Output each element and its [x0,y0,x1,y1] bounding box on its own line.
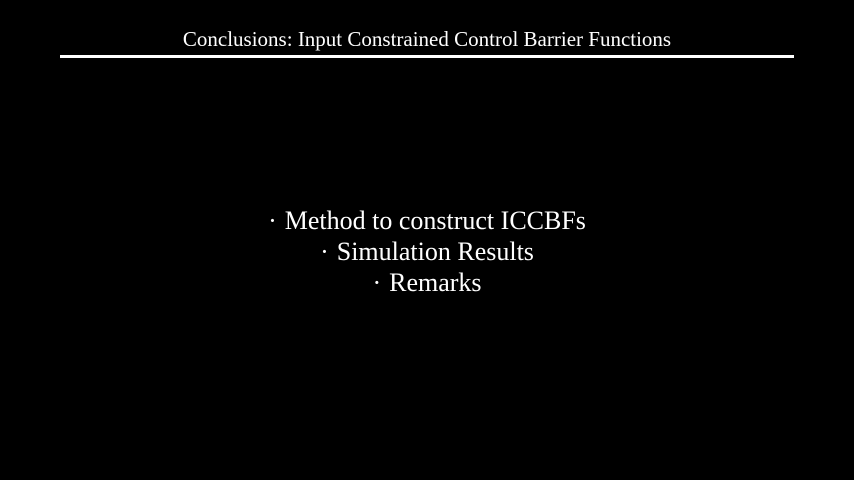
bullet-list: · Method to construct ICCBFs · Simulation … [0,205,854,298]
bullet-label: Simulation Results [336,237,534,266]
bullet-dot-icon: · [320,237,329,266]
bullet-item: · Simulation Results [0,236,854,267]
bullet-item: · Remarks [0,267,854,298]
bullet-label: Method to construct ICCBFs [284,206,586,235]
bullet-item: · Method to construct ICCBFs [0,205,854,236]
title-underline [60,55,794,58]
bullet-dot-icon: · [268,206,277,235]
slide-title: Conclusions: Input Constrained Control B… [182,27,672,51]
bullet-label: Remarks [389,268,482,297]
bullet-dot-icon: · [372,268,382,297]
